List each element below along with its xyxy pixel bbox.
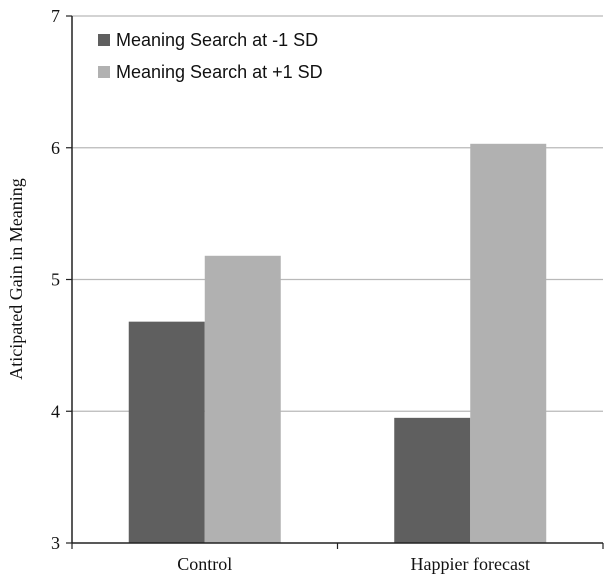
y-tick-label: 6 — [51, 138, 60, 158]
y-tick-label: 5 — [51, 270, 60, 290]
y-tick-label: 4 — [51, 401, 60, 421]
y-axis-title: Aticipated Gain in Meaning — [6, 178, 26, 379]
bar-minus-1sd-control — [128, 321, 205, 543]
bar-plus-1sd-control — [204, 255, 281, 543]
legend-swatch — [98, 66, 110, 78]
x-tick-label: Happier forecast — [411, 554, 530, 574]
x-tick-label: Control — [177, 554, 232, 574]
legend-label: Meaning Search at -1 SD — [116, 30, 318, 50]
legend-swatch — [98, 34, 110, 46]
bar-layer — [128, 143, 547, 544]
legend: Meaning Search at -1 SD Meaning Search at… — [98, 30, 323, 82]
axes — [66, 15, 604, 549]
x-tick-labels: Control Happier forecast — [177, 554, 530, 574]
y-tick-labels: 3 4 5 6 7 — [51, 6, 60, 553]
y-tick-label: 3 — [51, 533, 60, 553]
y-tick-label: 7 — [51, 6, 60, 26]
legend-label: Meaning Search at +1 SD — [116, 62, 323, 82]
bar-minus-1sd-happier-forecast — [394, 417, 471, 543]
bar-plus-1sd-happier-forecast — [470, 143, 547, 544]
